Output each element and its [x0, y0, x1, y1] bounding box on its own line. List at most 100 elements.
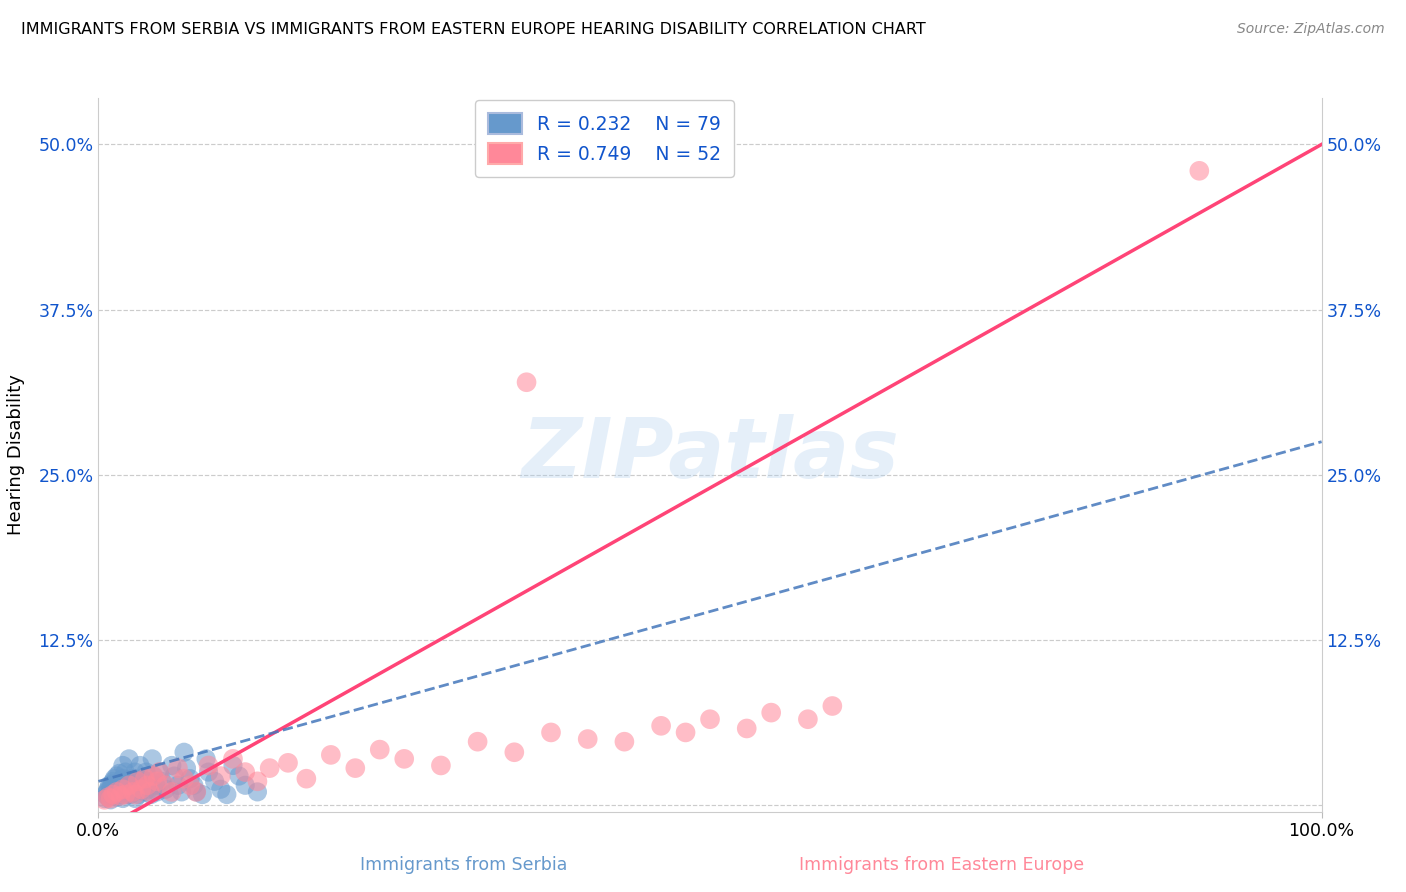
Point: [103, 789, 125, 803]
Point: [222, 752, 245, 766]
Point: [100, 780, 122, 795]
Point: [129, 758, 152, 772]
Point: [117, 774, 139, 789]
Point: [93, 791, 115, 805]
Point: [110, 788, 132, 802]
Point: [136, 778, 159, 792]
Point: [124, 788, 146, 802]
Point: [430, 758, 453, 772]
Point: [761, 706, 783, 720]
Point: [112, 778, 135, 792]
Point: [467, 734, 489, 748]
Point: [131, 778, 153, 792]
Point: [111, 791, 134, 805]
Point: [118, 778, 141, 792]
Point: [120, 788, 142, 802]
Point: [97, 790, 120, 805]
Point: [176, 761, 198, 775]
Text: IMMIGRANTS FROM SERBIA VS IMMIGRANTS FROM EASTERN EUROPE HEARING DISABILITY CORR: IMMIGRANTS FROM SERBIA VS IMMIGRANTS FRO…: [21, 22, 925, 37]
Point: [97, 782, 120, 797]
Point: [138, 782, 160, 797]
Point: [160, 785, 183, 799]
Point: [344, 761, 367, 775]
Point: [392, 752, 416, 766]
Point: [103, 772, 125, 786]
Point: [233, 765, 256, 780]
Point: [228, 769, 250, 783]
Point: [114, 765, 136, 780]
Point: [98, 778, 121, 792]
Point: [111, 782, 134, 797]
Point: [195, 752, 218, 766]
Point: [209, 782, 232, 797]
Point: [111, 758, 134, 772]
Point: [173, 745, 195, 759]
Point: [167, 778, 190, 792]
Point: [170, 785, 193, 799]
Point: [110, 774, 132, 789]
Point: [515, 376, 537, 390]
Point: [197, 758, 219, 772]
Point: [121, 785, 143, 799]
Point: [368, 742, 391, 756]
Point: [93, 793, 115, 807]
Point: [127, 774, 149, 789]
Point: [191, 788, 214, 802]
Point: [110, 789, 132, 803]
Point: [104, 782, 127, 797]
Point: [129, 782, 152, 797]
Point: [139, 785, 162, 799]
Point: [540, 725, 562, 739]
Point: [97, 790, 120, 805]
Point: [101, 774, 124, 789]
Text: Immigrants from Eastern Europe: Immigrants from Eastern Europe: [800, 855, 1084, 873]
Text: Immigrants from Serbia: Immigrants from Serbia: [360, 855, 568, 873]
Point: [142, 769, 165, 783]
Point: [650, 719, 672, 733]
Point: [613, 734, 636, 748]
Point: [222, 758, 245, 772]
Point: [675, 725, 697, 739]
Point: [125, 774, 148, 789]
Point: [100, 791, 122, 805]
Point: [149, 765, 172, 780]
Point: [1188, 163, 1211, 178]
Point: [295, 772, 318, 786]
Point: [233, 778, 256, 792]
Point: [183, 778, 205, 792]
Point: [111, 782, 134, 797]
Point: [576, 732, 599, 747]
Point: [115, 788, 138, 802]
Point: [173, 772, 195, 786]
Point: [186, 785, 208, 799]
Point: [146, 785, 169, 799]
Point: [145, 778, 167, 792]
Point: [259, 761, 281, 775]
Point: [142, 769, 165, 783]
Point: [124, 791, 146, 805]
Point: [129, 772, 152, 786]
Point: [114, 788, 136, 802]
Point: [163, 769, 186, 783]
Point: [118, 752, 141, 766]
Point: [94, 788, 117, 802]
Point: [100, 793, 122, 807]
Point: [101, 788, 124, 802]
Point: [209, 769, 232, 783]
Point: [160, 758, 183, 772]
Point: [105, 769, 128, 783]
Point: [124, 765, 146, 780]
Point: [197, 765, 219, 780]
Point: [821, 698, 844, 713]
Point: [319, 747, 342, 762]
Point: [107, 785, 129, 799]
Point: [204, 774, 226, 789]
Point: [139, 788, 162, 802]
Point: [735, 722, 758, 736]
Text: ZIPatlas: ZIPatlas: [522, 415, 898, 495]
Point: [797, 712, 820, 726]
Point: [105, 790, 128, 805]
Point: [277, 756, 299, 770]
Point: [121, 778, 143, 792]
Point: [111, 772, 134, 786]
